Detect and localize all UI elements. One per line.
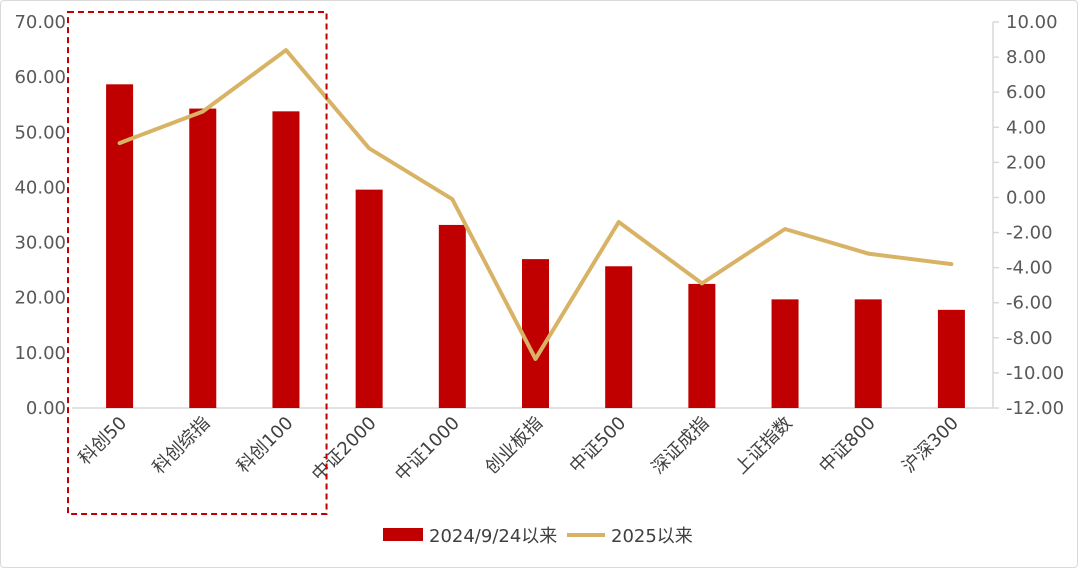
bar bbox=[605, 266, 633, 408]
left-tick-label: 10.00 bbox=[14, 343, 66, 364]
bar bbox=[937, 309, 965, 408]
bar bbox=[355, 189, 383, 408]
bar bbox=[272, 111, 300, 409]
left-tick-label: 40.00 bbox=[14, 177, 66, 198]
category-label: 沪深300 bbox=[898, 413, 963, 478]
bar bbox=[771, 299, 799, 408]
left-tick-label: 0.00 bbox=[26, 398, 66, 419]
left-tick-label: 60.00 bbox=[14, 67, 66, 88]
right-tick-label: 0.00 bbox=[1006, 187, 1046, 208]
legend-line-label: 2025以来 bbox=[611, 526, 693, 547]
left-tick-label: 30.00 bbox=[14, 233, 66, 254]
left-tick-label: 20.00 bbox=[14, 288, 66, 309]
highlight-box bbox=[67, 11, 328, 515]
category-label: 中证1000 bbox=[391, 413, 464, 486]
right-tick-label: -12.00 bbox=[1006, 398, 1064, 419]
bar bbox=[688, 283, 716, 408]
category-label: 科创50 bbox=[75, 413, 132, 470]
category-label: 科创100 bbox=[233, 413, 298, 478]
right-tick-label: -6.00 bbox=[1006, 293, 1053, 314]
right-tick-label: 4.00 bbox=[1006, 117, 1046, 138]
bar bbox=[438, 224, 466, 408]
category-label: 深证成指 bbox=[648, 413, 714, 479]
right-tick-label: 2.00 bbox=[1006, 152, 1046, 173]
category-label: 科创综指 bbox=[149, 413, 215, 479]
left-y-axis: 0.00 10.00 20.00 30.00 40.00 50.00 60.00 70.00 bbox=[14, 12, 66, 419]
bar bbox=[189, 108, 217, 409]
right-tick-label: 8.00 bbox=[1006, 47, 1046, 68]
category-labels: 科创50 科创综指 科创100 中证2000 中证1000 创业板指 中证500 深证成指 上证… bbox=[75, 413, 963, 486]
legend-bar-label: 2024/9/24以来 bbox=[429, 526, 557, 547]
category-label: 创业板指 bbox=[481, 413, 547, 479]
legend-bar-swatch bbox=[383, 528, 423, 541]
right-tick-label: -4.00 bbox=[1006, 258, 1053, 279]
right-tick-label: 10.00 bbox=[1006, 12, 1058, 33]
left-tick-label: 70.00 bbox=[14, 12, 66, 33]
bar bbox=[854, 299, 882, 408]
category-label: 中证800 bbox=[815, 413, 880, 478]
line-series bbox=[117, 48, 954, 361]
right-tick-label: -2.00 bbox=[1006, 223, 1053, 244]
category-label: 上证指数 bbox=[731, 413, 797, 479]
left-tick-label: 50.00 bbox=[14, 122, 66, 143]
right-y-axis: -12.00 -10.00 -8.00 -6.00 -4.00 -2.00 0.00 2.00… bbox=[992, 12, 1064, 419]
category-label: 中证500 bbox=[566, 413, 631, 478]
bar bbox=[106, 84, 134, 408]
right-tick-label: 6.00 bbox=[1006, 82, 1046, 103]
series-line bbox=[117, 48, 954, 361]
bar bbox=[522, 259, 549, 408]
category-label: 中证2000 bbox=[308, 413, 381, 486]
right-tick-label: -10.00 bbox=[1006, 363, 1064, 384]
right-tick-label: -8.00 bbox=[1006, 328, 1053, 349]
legend: 2024/9/24以来 2025以来 bbox=[383, 526, 693, 547]
